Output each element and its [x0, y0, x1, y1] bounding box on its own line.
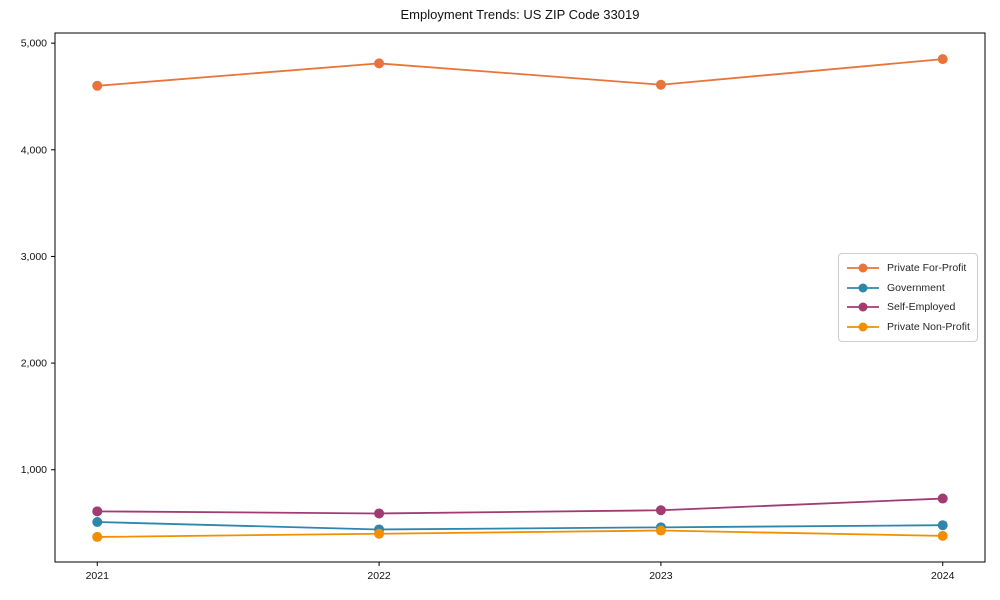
data-point-self-employed-2024 [937, 493, 948, 504]
legend-marker-icon [858, 263, 868, 273]
legend-label: Private For-Profit [887, 261, 967, 274]
legend-swatch-icon [847, 302, 879, 312]
y-tick-label: 4,000 [21, 144, 47, 156]
legend-swatch-icon [847, 263, 879, 273]
series-line-private-non-profit [97, 529, 943, 538]
data-point-private-for-profit-2021 [92, 80, 103, 91]
legend-entry-private-non-profit: Private Non-Profit [846, 321, 970, 333]
legend-entry-private-for-profit: Private For-Profit [846, 262, 970, 274]
data-point-private-non-profit-2023 [655, 525, 666, 536]
series-line-government [97, 521, 943, 531]
data-point-private-for-profit-2022 [374, 58, 385, 69]
legend-label: Self-Employed [887, 301, 956, 314]
x-tick-label: 2023 [649, 570, 673, 582]
data-point-private-non-profit-2024 [937, 530, 948, 541]
y-tick-label: 5,000 [21, 38, 47, 50]
plot-area-frame [54, 32, 986, 563]
legend-label: Private Non-Profit [887, 321, 970, 334]
data-point-government-2021 [92, 517, 103, 528]
legend-swatch-icon [847, 322, 879, 332]
legend-marker-icon [858, 283, 868, 293]
y-tick-label: 3,000 [21, 251, 47, 263]
data-point-private-non-profit-2022 [374, 528, 385, 539]
data-point-private-for-profit-2023 [655, 79, 666, 90]
x-tick-label: 2022 [367, 570, 391, 582]
data-point-government-2024 [937, 520, 948, 531]
legend: Private For-Profit Government Self-Employe… [838, 253, 978, 342]
chart-title: Employment Trends: US ZIP Code 33019 [400, 7, 640, 22]
data-point-self-employed-2021 [92, 506, 103, 517]
legend-entry-self-employed: Self-Employed [846, 301, 970, 313]
legend-label: Government [887, 281, 945, 294]
series-line-self-employed [97, 497, 943, 515]
x-tick-label: 2024 [931, 570, 955, 582]
data-point-self-employed-2023 [655, 505, 666, 516]
legend-marker-icon [858, 322, 868, 332]
data-point-self-employed-2022 [374, 508, 385, 519]
legend-marker-icon [858, 302, 868, 312]
x-tick-label: 2021 [86, 570, 110, 582]
y-tick-label: 2,000 [21, 358, 47, 370]
data-point-private-for-profit-2024 [937, 54, 948, 65]
legend-entry-government: Government [846, 282, 970, 294]
series-line-private-for-profit [97, 58, 943, 87]
data-point-private-non-profit-2021 [92, 531, 103, 542]
legend-swatch-icon [847, 283, 879, 293]
y-tick-label: 1,000 [21, 464, 47, 476]
